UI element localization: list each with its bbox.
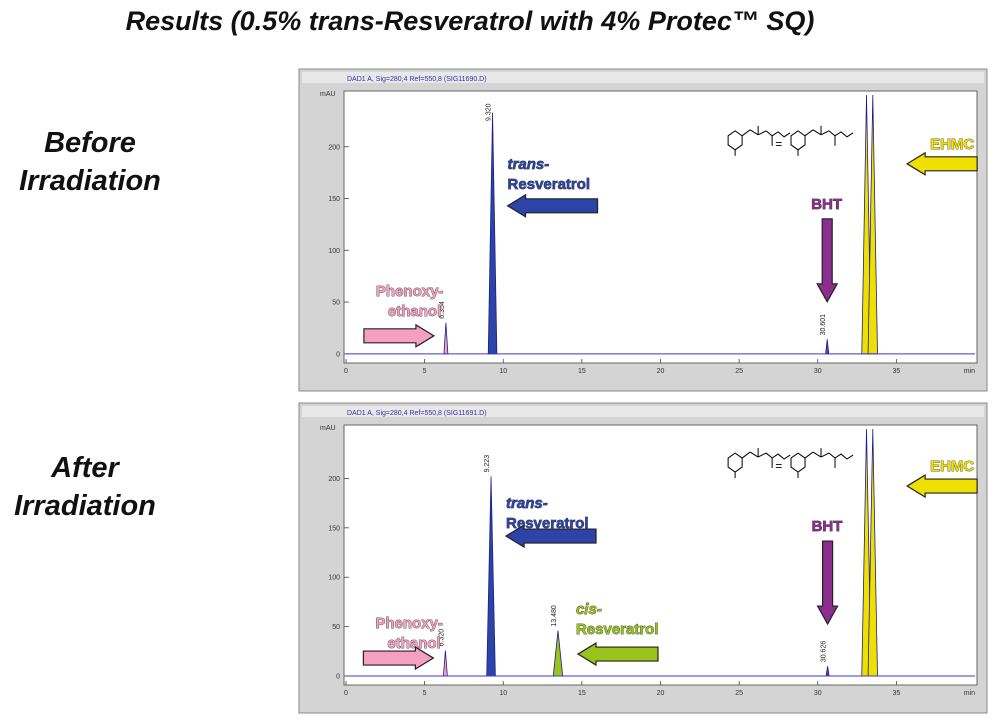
phenoxyethanol-arrow [363,323,436,348]
peak-label: 30.626 [821,641,828,663]
x-tick-label: 25 [735,690,743,697]
y-tick-label: 50 [332,624,340,631]
y-tick-label: 0 [336,674,340,681]
bht-label: BHT [812,518,843,535]
ehmc-label: EHMC [930,136,974,153]
cis-resveratrol-label-2: Resveratrol [576,621,659,638]
chart-header-bar [302,72,984,83]
peak-label: 6.320 [438,629,445,647]
x-tick-label: 20 [657,368,665,375]
trans-resveratrol-label-1: trans- [508,156,550,173]
cis-resveratrol-label-1: cis- [576,601,602,618]
chart-header-text: DAD1 A, Sig=280,4 Ref=550,8 (SIG11690.D) [347,76,487,83]
x-tick-label: 15 [578,368,586,375]
y-axis-label: mAU [320,425,336,432]
x-tick-label: 25 [735,368,743,375]
trans-resveratrol-arrow [506,193,599,218]
y-tick-label: 150 [328,196,340,203]
trans-resveratrol-label-1: trans- [506,495,548,512]
molecule-equals-sign: = [775,137,782,151]
ehmc-label: EHMC [930,458,974,475]
bht-arrow [816,218,839,304]
x-tick-label: 35 [892,690,900,697]
peak-label: 9.320 [486,103,493,121]
x-axis-label: min [964,368,975,375]
after-chromatogram: DAD1 A, Sig=280,4 Ref=550,8 (SIG11691.D)… [298,402,988,714]
y-tick-label: 150 [328,525,340,532]
x-axis-label: min [964,690,975,697]
y-tick-label: 0 [336,351,340,358]
trans-resveratrol-arrow [504,523,597,549]
phenoxyethanol-label-2: ethanol [387,635,440,652]
ehmc-arrow [905,151,978,176]
plot-area [343,90,978,364]
peak-label: 30.601 [820,314,827,336]
y-axis-label: mAU [320,91,336,98]
chart-header-text: DAD1 A, Sig=280,4 Ref=550,8 (SIG11691.D) [347,410,487,417]
peak-label: 13.480 [551,605,558,627]
phenoxyethanol-label-2: ethanol [388,303,441,320]
x-tick-label: 0 [344,368,348,375]
peak-label: 9.223 [484,455,491,473]
y-tick-label: 200 [328,476,340,483]
after-label-line2: Irradiation [14,490,156,522]
before-label-line2: Irradiation [19,165,161,197]
after-label-line1: After [51,452,119,484]
y-tick-label: 100 [328,248,340,255]
x-tick-label: 5 [423,690,427,697]
molecule-equals-sign: = [775,459,782,473]
phenoxyethanol-arrow [362,645,435,671]
after-irradiation-label: After Irradiation [0,449,170,525]
x-tick-label: 0 [344,690,348,697]
y-tick-label: 100 [328,575,340,582]
annotations: Phenoxy-ethanol trans- Resveratrol cis- Resv… [362,447,978,671]
peaks-group: 6.320 9.223 13.480 30.626 [438,428,878,677]
phenoxyethanol-label-1: Phenoxy- [375,615,443,632]
x-tick-label: 5 [423,368,427,375]
x-tick-label: 35 [892,368,900,375]
trans-resveratrol-label-2: Resveratrol [506,515,589,532]
before-chromatogram: DAD1 A, Sig=280,4 Ref=550,8 (SIG11690.D)… [298,68,988,392]
before-irradiation-label: Before Irradiation [5,124,175,200]
x-tick-label: 30 [814,690,822,697]
y-tick-label: 50 [332,300,340,307]
annotations: Phenoxy-ethanol trans- Resveratrol BHT EHMC = [363,125,978,348]
before-label-line1: Before [44,127,136,159]
phenoxyethanol-label-1: Phenoxy- [376,283,444,300]
peak-label: 6.354 [439,301,446,319]
x-tick-label: 20 [657,690,665,697]
x-tick-label: 10 [499,690,507,697]
page-title: Results (0.5% trans-Resveratrol with 4% … [125,6,815,36]
x-tick-label: 30 [814,368,822,375]
chart-header-bar [302,406,984,417]
bht-label: BHT [811,196,842,213]
ehmc-arrow [905,473,978,499]
bht-arrow [816,540,839,626]
x-tick-label: 15 [578,690,586,697]
trans-resveratrol-label-2: Resveratrol [508,176,591,193]
cis-resveratrol-arrow [576,641,659,667]
peaks-group: 6.354 9.320 30.601 [439,94,878,355]
y-tick-label: 200 [328,144,340,151]
x-tick-label: 10 [499,368,507,375]
